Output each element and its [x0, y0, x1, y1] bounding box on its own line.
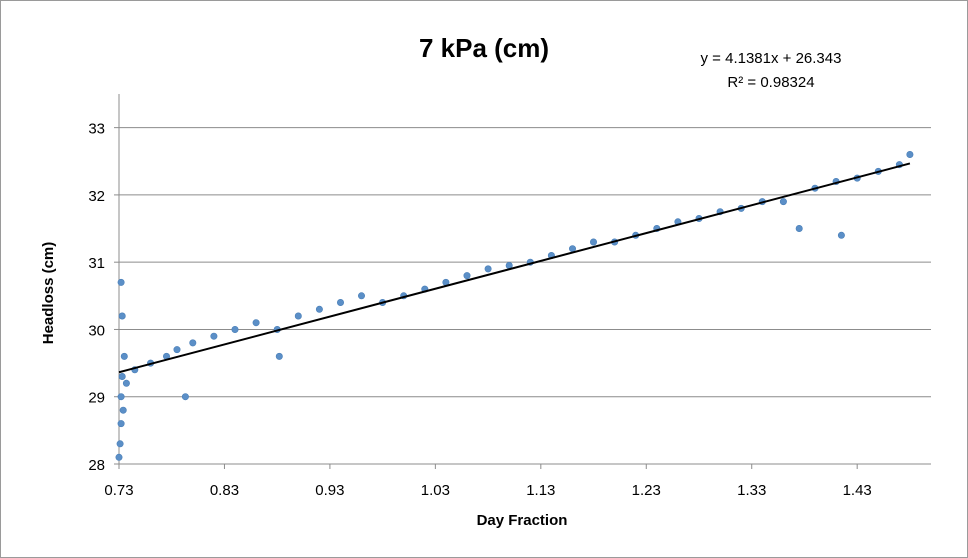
y-tick-label: 29: [88, 390, 105, 407]
data-point: [173, 346, 181, 354]
data-point: [779, 198, 787, 206]
chart-title: 7 kPa (cm): [419, 33, 549, 63]
y-tick-label: 31: [88, 255, 105, 272]
x-tick-label: 0.93: [315, 482, 344, 499]
x-tick-label: 1.23: [632, 482, 661, 499]
x-axis-label: Day Fraction: [477, 512, 568, 529]
data-point: [906, 151, 914, 159]
data-point: [181, 393, 189, 401]
data-point: [122, 379, 130, 387]
data-point: [118, 312, 126, 320]
x-tick-label: 0.83: [210, 482, 239, 499]
data-point: [117, 420, 125, 428]
x-tick-labels: 0.73 0.83 0.93 1.03 1.13 1.23 1.33 1.43: [104, 482, 871, 499]
data-point: [117, 278, 125, 286]
data-point: [119, 406, 127, 414]
x-tick-label: 1.03: [421, 482, 450, 499]
data-point: [210, 332, 218, 340]
axes: [114, 94, 931, 469]
data-point: [275, 352, 283, 360]
x-tick-label: 1.33: [737, 482, 766, 499]
data-point: [336, 298, 344, 306]
x-tick-label: 1.43: [843, 482, 872, 499]
y-tick-labels: 28 29 30 31 32 33: [88, 121, 105, 474]
r-squared-label: R² = 0.98324: [727, 74, 814, 91]
data-point: [837, 231, 845, 239]
x-tick-label: 1.13: [526, 482, 555, 499]
data-point: [189, 339, 197, 347]
y-tick-label: 28: [88, 457, 105, 474]
data-point: [120, 352, 128, 360]
data-point: [117, 393, 125, 401]
y-tick-label: 33: [88, 121, 105, 138]
trendline: [118, 162, 911, 374]
gridlines: [119, 127, 931, 465]
data-point: [484, 265, 492, 273]
y-axis-label: Headloss (cm): [40, 242, 57, 345]
trendline-equation: y = 4.1381x + 26.343: [701, 50, 842, 67]
data-point: [252, 319, 260, 327]
y-tick-label: 30: [88, 322, 105, 339]
data-point: [357, 292, 365, 300]
data-point: [463, 272, 471, 280]
data-points: [115, 151, 914, 461]
data-point: [115, 453, 123, 461]
data-point: [116, 440, 124, 448]
y-tick-label: 32: [88, 188, 105, 205]
data-point: [294, 312, 302, 320]
data-point: [795, 225, 803, 233]
data-point: [231, 325, 239, 333]
data-point: [118, 372, 126, 380]
x-tick-label: 0.73: [104, 482, 133, 499]
trendline-group: [118, 162, 911, 374]
data-point: [315, 305, 323, 313]
data-point: [589, 238, 597, 246]
